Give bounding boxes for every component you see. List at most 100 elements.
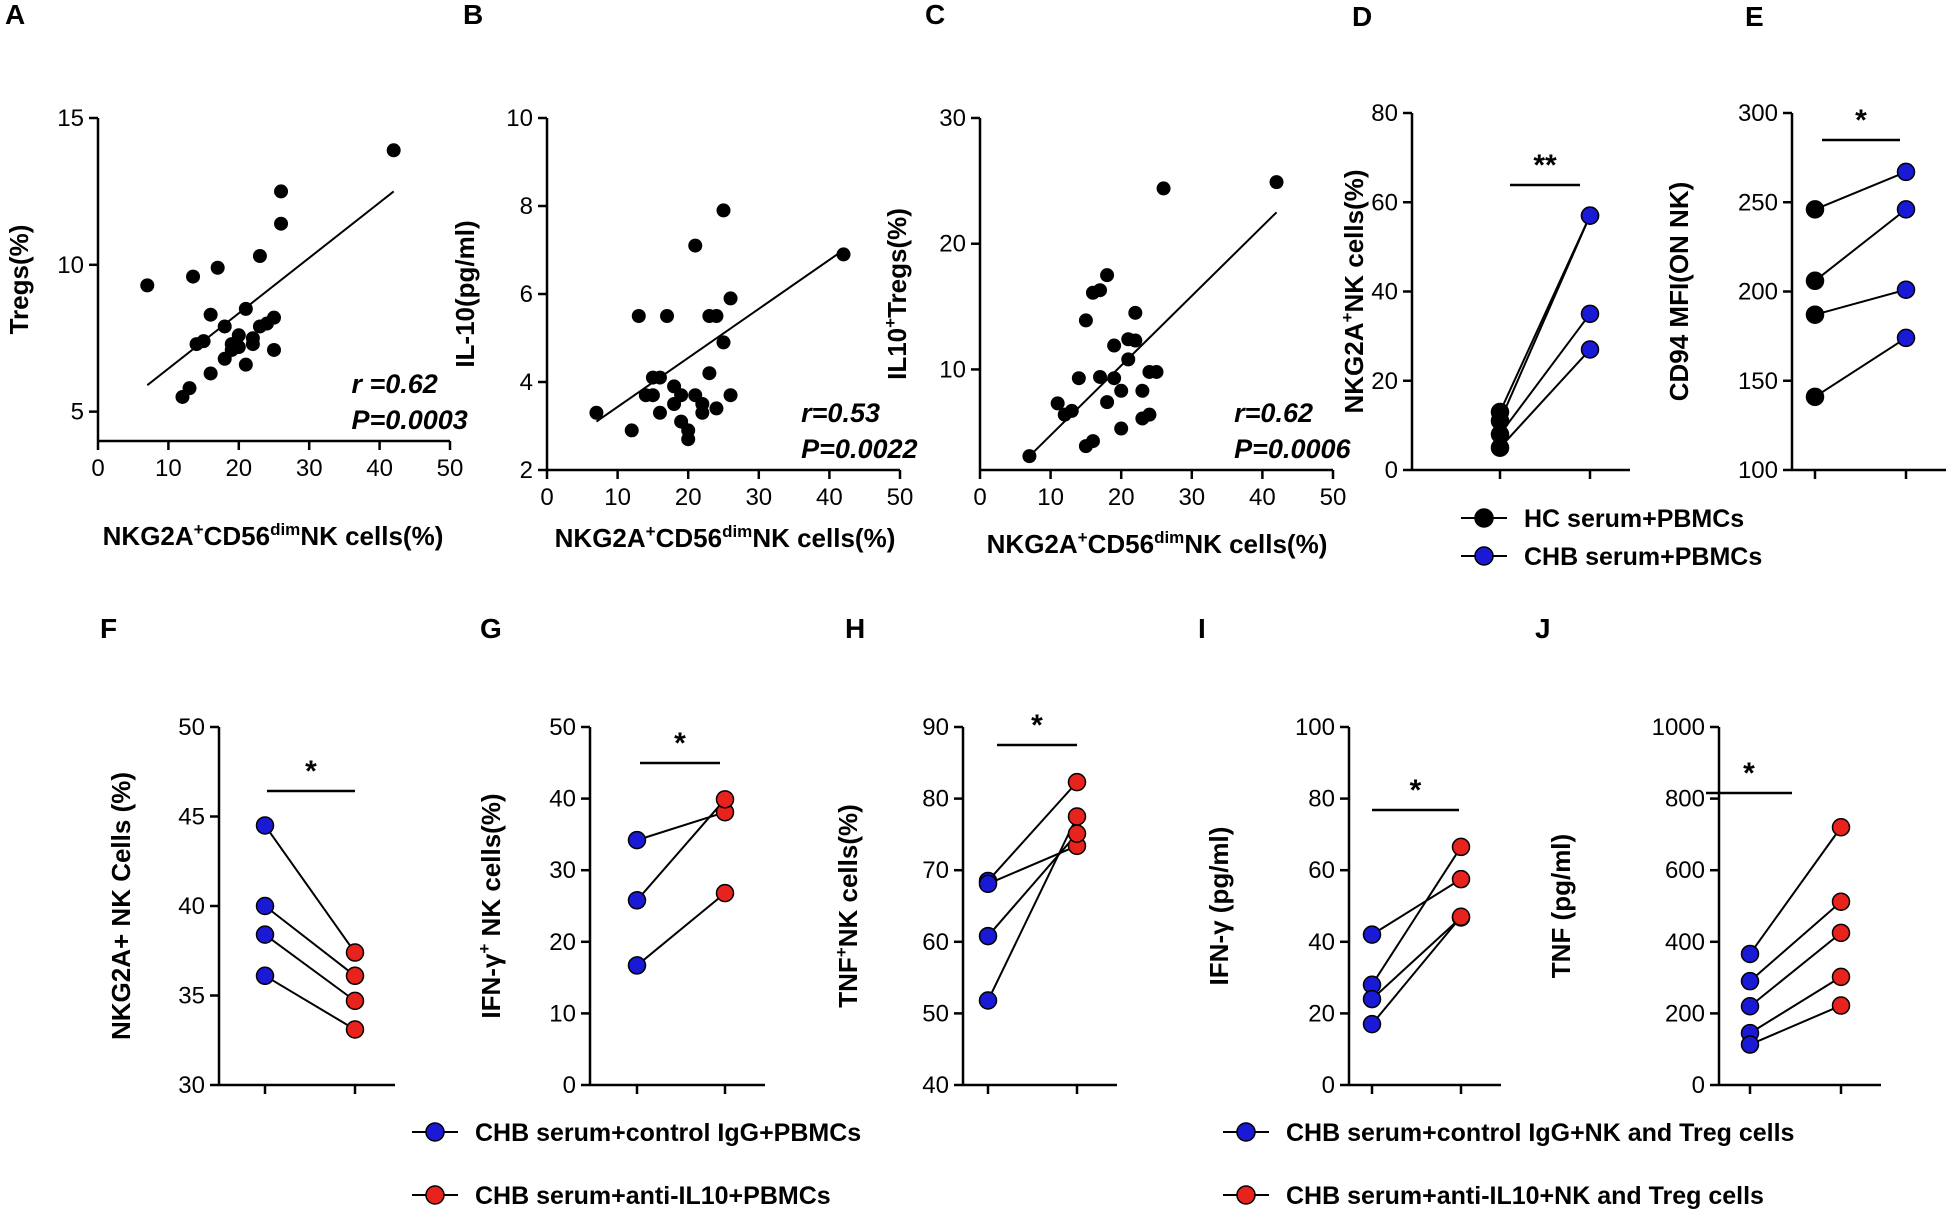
- y-tick-label: 50: [549, 714, 576, 741]
- y-axis-label: IL-10(pg/ml): [450, 220, 480, 367]
- legend-marker: [1474, 546, 1494, 566]
- pair-line: [264, 905, 356, 977]
- data-point: [1071, 371, 1086, 386]
- data-point: [709, 309, 724, 323]
- legend-marker: [1474, 508, 1494, 528]
- data-point: [1451, 907, 1471, 926]
- significance-marker: *: [674, 727, 686, 760]
- y-tick-label: 6: [520, 281, 533, 308]
- data-point: [386, 143, 401, 158]
- panel-label-H: H: [845, 613, 865, 644]
- legend-marker: [425, 1185, 445, 1205]
- paired-panel-E: E 100 150 200 250 300 CD94 MFI(ON NK) *: [1664, 1, 1946, 484]
- y-tick-label: 200: [1665, 1000, 1705, 1027]
- data-point: [1128, 305, 1143, 320]
- data-point: [203, 366, 218, 381]
- data-point: [196, 334, 211, 349]
- label-part: IL-10(pg/ml): [450, 220, 480, 367]
- data-point: [1490, 438, 1510, 457]
- data-point: [345, 966, 365, 986]
- y-axis-label: NKG2A+NK cells(%): [1338, 170, 1369, 414]
- label-part: CD56: [1088, 529, 1154, 559]
- data-point: [1896, 280, 1916, 299]
- pair-line: [1814, 170, 1907, 211]
- r-value: r=0.62: [1234, 398, 1313, 428]
- data-point: [210, 260, 225, 275]
- data-point: [631, 309, 646, 323]
- data-point: [1580, 304, 1600, 324]
- data-point: [1135, 383, 1150, 398]
- legend-item-hc: HC serum+PBMCs: [1461, 505, 1744, 533]
- y-tick-label: 400: [1665, 929, 1705, 956]
- y-axis-label: IFN-γ (pg/ml): [1204, 827, 1234, 986]
- data-point: [245, 337, 260, 352]
- data-point: [681, 432, 696, 447]
- y-tick-label: 90: [922, 714, 949, 741]
- legend-label: CHB serum+anti-IL10+NK and Treg cells: [1286, 1182, 1764, 1210]
- pair-line: [1749, 932, 1842, 1008]
- data-point: [252, 249, 267, 264]
- data-point: [836, 247, 851, 262]
- legend-marker: [1236, 1185, 1256, 1205]
- pair-line: [1371, 878, 1462, 936]
- label-part: CD56: [204, 521, 270, 551]
- y-tick-label: 60: [1371, 189, 1398, 216]
- data-point: [1740, 1035, 1760, 1054]
- pair-line: [1499, 348, 1591, 449]
- data-point: [1805, 305, 1825, 324]
- data-point: [1114, 383, 1129, 398]
- y-tick-label: 40: [922, 1072, 949, 1099]
- pair-line: [1749, 976, 1842, 1034]
- significance-marker: *: [1031, 709, 1043, 742]
- paired-panel-D: D 0 20 40 60 80 NKG2A+NK cells(%) **: [1338, 1, 1630, 484]
- y-tick-label: 60: [922, 929, 949, 956]
- scatter-panel-A: A 0 10 20 30 40 50 5 10 15 Tregs(%) NKG2A+CD56dimNK…: [4, 0, 468, 551]
- label-part: NKG2A: [103, 521, 194, 551]
- data-point: [627, 830, 647, 850]
- panel-label-C: C: [925, 0, 945, 30]
- data-point: [978, 991, 998, 1010]
- pair-line: [1814, 288, 1907, 316]
- data-point: [1831, 817, 1851, 837]
- data-point: [1100, 268, 1115, 283]
- label-part: dim: [270, 520, 300, 539]
- y-tick-label: 5: [71, 399, 84, 426]
- x-tick-label: 40: [366, 455, 393, 482]
- data-point: [652, 405, 667, 420]
- data-point: [1831, 996, 1851, 1015]
- legend-label: HC serum+PBMCs: [1524, 505, 1744, 533]
- legend-item-anti-il10-nk: CHB serum+anti-IL10+NK and Treg cells: [1223, 1182, 1764, 1210]
- label-part: IL10: [882, 328, 912, 380]
- data-point: [1896, 162, 1916, 182]
- y-tick-label: 80: [1371, 100, 1398, 127]
- y-tick-label: 15: [57, 105, 84, 132]
- data-point: [1067, 824, 1087, 843]
- y-tick-label: 300: [1738, 100, 1778, 127]
- x-tick-label: 40: [1249, 484, 1276, 511]
- y-tick-label: 600: [1665, 857, 1705, 884]
- label-part: NK cells(%): [833, 804, 863, 947]
- data-point: [715, 883, 735, 903]
- data-point: [695, 405, 710, 420]
- y-tick-label: 50: [922, 1000, 949, 1027]
- data-point: [589, 405, 604, 420]
- panel-label-I: I: [1198, 613, 1206, 644]
- significance-marker: *: [305, 755, 317, 788]
- data-point: [715, 790, 735, 809]
- label-part: NKG2A: [1339, 322, 1369, 413]
- data-point: [231, 328, 246, 343]
- label-part: Tregs(%): [4, 225, 34, 335]
- x-tick-label: 50: [887, 484, 914, 511]
- scatter-panel-B: B0 10 20 30 40 50246810IL-10(pg/ml)NKG2A+CD56…: [450, 0, 918, 553]
- y-tick-label: 10: [57, 252, 84, 279]
- data-point: [203, 307, 218, 322]
- p-value: P=0.0022: [801, 434, 917, 464]
- scatter-panel-C: C0 10 20 30 40 50102030IL10+Tregs(%)NKG2A+CD5…: [881, 0, 1352, 559]
- panel-label-A: A: [5, 0, 25, 30]
- x-tick-label: 30: [745, 484, 772, 511]
- data-point: [1362, 925, 1382, 944]
- pair-line: [1749, 826, 1842, 955]
- data-point: [1451, 837, 1471, 857]
- data-point: [1121, 352, 1136, 367]
- data-point: [1100, 395, 1115, 410]
